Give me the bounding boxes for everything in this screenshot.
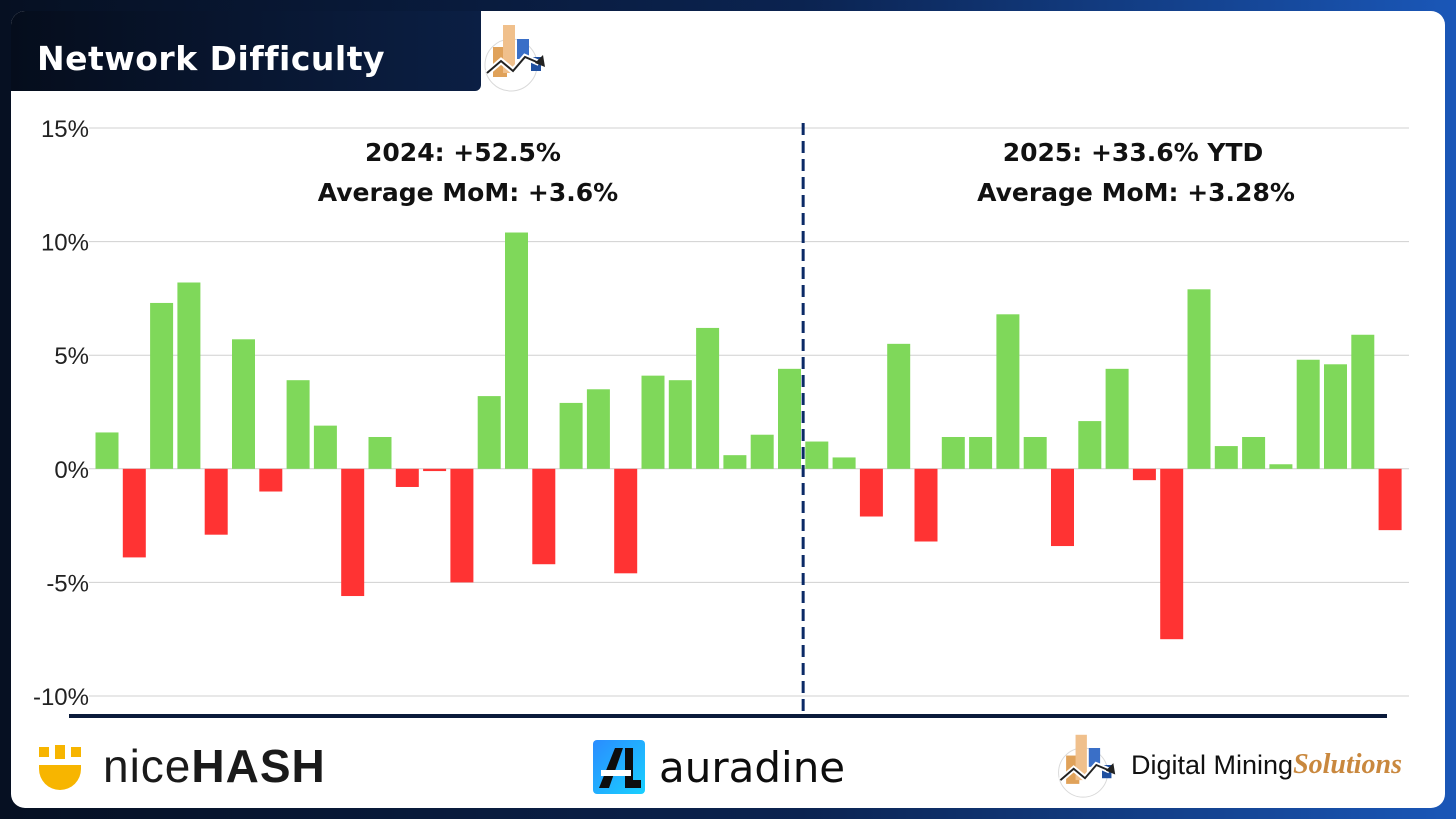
bar-2025-43 <box>1269 464 1292 469</box>
bar-2025-34 <box>1024 437 1047 469</box>
bar-2024-14 <box>478 396 501 469</box>
annotation-2024-total: 2024: +52.5% <box>365 138 561 167</box>
bar-2024-7 <box>287 380 310 469</box>
dms-wordmark: Digital Mining <box>1131 750 1293 781</box>
bar-2025-27 <box>833 457 856 468</box>
bar-2024-23 <box>723 455 746 469</box>
bar-2025-41 <box>1215 446 1238 469</box>
bar-2025-35 <box>1051 469 1074 546</box>
bar-2025-46 <box>1351 335 1374 469</box>
bar-2025-47 <box>1379 469 1402 530</box>
bar-2024-13 <box>450 469 473 583</box>
y-tick-label: 5% <box>54 343 89 370</box>
bar-2024-22 <box>696 328 719 469</box>
y-tick-label: 10% <box>41 230 89 257</box>
dms-wordmark-accent: Solutions <box>1293 749 1402 781</box>
bar-2024-18 <box>587 389 610 469</box>
bar-2024-26 <box>805 442 828 469</box>
y-tick-label: -5% <box>46 570 89 597</box>
bar-2024-19 <box>614 469 637 574</box>
auradine-icon <box>593 740 645 794</box>
bar-2024-17 <box>560 403 583 469</box>
chart-panel: Network Difficulty 15% 10% 5% 0% -5% -10% 202… <box>11 11 1445 808</box>
bar-2024-25 <box>778 369 801 469</box>
bar-2024-10 <box>369 437 392 469</box>
bar-2024-4 <box>205 469 228 535</box>
y-tick-label: 15% <box>41 116 89 143</box>
bar-2025-44 <box>1297 360 1320 469</box>
nicehash-wordmark-bold: HASH <box>191 739 325 793</box>
annotation-2025-total: 2025: +33.6% YTD <box>1003 138 1264 167</box>
y-tick-label: -10% <box>33 684 89 711</box>
bar-2024-9 <box>341 469 364 596</box>
dms-footer-icon <box>1047 731 1123 799</box>
bar-chart: 15% 10% 5% 0% -5% -10% 2024: +52.5% Average M… <box>11 11 1445 808</box>
bar-2025-30 <box>915 469 938 542</box>
bar-2025-45 <box>1324 364 1347 469</box>
annotation-2025-mom: Average MoM: +3.28% <box>977 178 1295 207</box>
bar-2025-32 <box>969 437 992 469</box>
bar-2025-33 <box>996 314 1019 468</box>
bar-2025-29 <box>887 344 910 469</box>
bar-2025-40 <box>1188 289 1211 468</box>
nicehash-logo: nice HASH <box>35 741 326 791</box>
annotation-2024-mom: Average MoM: +3.6% <box>318 178 618 207</box>
bar-2025-28 <box>860 469 883 517</box>
bar-2024-1 <box>123 469 146 558</box>
bar-2024-21 <box>669 380 692 469</box>
bar-2024-12 <box>423 469 446 471</box>
bar-2024-20 <box>642 376 665 469</box>
auradine-logo: auradine <box>593 739 845 795</box>
nicehash-wordmark-light: nice <box>103 739 191 793</box>
bar-2024-16 <box>532 469 555 564</box>
x-axis-baseline <box>69 714 1387 718</box>
auradine-wordmark: auradine <box>659 743 845 792</box>
bar-2024-24 <box>751 435 774 469</box>
bar-2025-42 <box>1242 437 1265 469</box>
bar-2024-3 <box>177 282 200 468</box>
bar-2025-37 <box>1106 369 1129 469</box>
bar-2025-31 <box>942 437 965 469</box>
y-tick-label: 0% <box>54 457 89 484</box>
bar-2024-0 <box>96 432 119 468</box>
bar-2024-8 <box>314 426 337 469</box>
bar-2025-38 <box>1133 469 1156 480</box>
bar-2024-15 <box>505 233 528 469</box>
nicehash-icon <box>35 741 85 791</box>
bar-2024-6 <box>259 469 282 492</box>
bar-2024-11 <box>396 469 419 487</box>
bar-2024-2 <box>150 303 173 469</box>
bar-2025-36 <box>1078 421 1101 469</box>
bar-2024-5 <box>232 339 255 469</box>
bar-2025-39 <box>1160 469 1183 639</box>
dms-footer-logo: Digital Mining Solutions <box>1047 731 1402 799</box>
